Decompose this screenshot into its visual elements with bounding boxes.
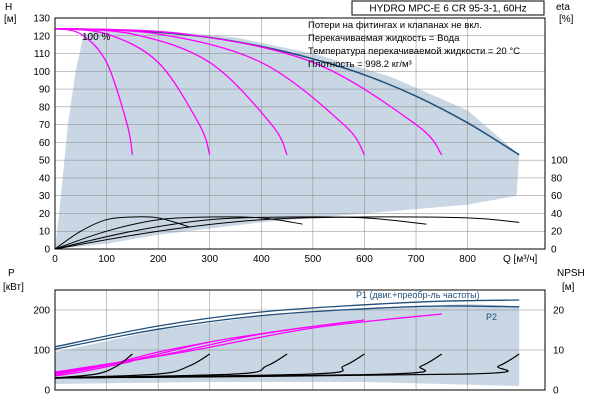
p2-series-label: P2 [486,312,497,322]
y-tick-label: 50 [39,156,51,167]
operating-envelope [55,304,520,386]
power-speed-curve [54,313,442,373]
p1-series-label: P1 (двиг.+преобр-ль частоты) [356,290,480,300]
x-tick-label: 800 [459,254,476,265]
y-tick-label: 0 [44,245,50,256]
y-tick-label: 40 [39,173,51,184]
y-tick-label: 100 [33,346,50,357]
power-npsh-chart: 0 100 200 0 10 20 [33,289,565,397]
speed-curve [54,28,443,156]
y2-axis-label-npsh: NPSH [557,268,585,279]
efficiency-curve [54,216,427,250]
hq-chart: 0 100 200 300 400 500 600 700 800010203040506070… [33,14,568,266]
y2-tick-label: 80 [551,173,563,184]
x-tick-label: 100 [98,254,115,265]
y2-tick-label: 100 [551,156,568,167]
plot-frame [54,289,546,391]
note-line-3: Температура перекачиваемой жидкости = 20… [308,46,520,57]
note-line-1: Потери на фитингах и клапанах не вкл. [308,20,482,31]
y2-tick-label: 60 [551,191,563,202]
y-tick-label: 20 [39,209,51,220]
speed-curve [54,28,288,156]
y2-tick-label: 0 [553,386,559,397]
y-tick-label: 200 [33,306,50,317]
y2-axis-unit-npsh: [м] [562,282,575,293]
note-line-4: Плотность = 998.2 кг/м³ [308,59,412,70]
efficiency-curve [54,216,303,250]
y2-tick-label: 20 [553,306,565,317]
y-tick-label: 60 [39,138,51,149]
chart-title: HYDRO MPC-E 6 CR 95-3-1, 60Hz [369,4,526,15]
x-tick-label: 300 [201,254,218,265]
x-tick-label: 0 [52,254,58,265]
y-tick-label: 110 [34,49,50,60]
y-tick-label: 120 [33,31,50,42]
x-tick-label: 200 [150,254,167,265]
p1-power-curve [54,299,520,348]
y2-tick-label: 20 [551,227,563,238]
power-speed-curve [54,341,210,376]
y-tick-label: 30 [39,191,51,202]
x-tick-label: 600 [356,254,373,265]
y2-axis-label-eta: eta [556,2,570,13]
y-axis-unit-p: [кВт] [3,282,24,293]
y-tick-label: 80 [39,102,51,113]
npsh-curve [54,353,133,379]
y-tick-label: 90 [39,85,51,96]
percent-annotation: 100 % [82,32,110,43]
efficiency-curve [54,216,190,250]
x-tick-label: 500 [305,254,322,265]
y-tick-label: 70 [39,120,51,131]
y-tick-label: 130 [33,14,50,25]
y2-axis-unit-eta: [%] [559,14,574,25]
y2-tick-label: 0 [551,245,557,256]
npsh-curve [54,353,520,379]
y-tick-label: 0 [44,386,50,397]
title-box [351,0,545,16]
y-axis-label-h: H [5,2,12,13]
y-tick-label: 10 [39,227,51,238]
y-tick-label: 100 [33,67,50,78]
y-axis-label-p: P [8,268,15,279]
note-line-2: Перекачиваемая жидкость = Вода [308,33,460,44]
y2-tick-label: 10 [553,346,565,357]
power-speed-curve [54,319,365,374]
p2-power-curve [54,305,520,350]
y-axis-unit-h: [м] [4,14,17,25]
speed-curve [54,28,211,156]
operating-envelope [55,28,520,250]
y2-tick-label: 40 [551,209,563,220]
speed-curve [54,28,134,155]
efficiency-curve [54,216,520,250]
x-axis-label: Q [м³/ч] [503,254,538,265]
x-tick-label: 700 [408,254,425,265]
plot-frame [54,17,546,250]
x-tick-label: 400 [253,254,270,265]
